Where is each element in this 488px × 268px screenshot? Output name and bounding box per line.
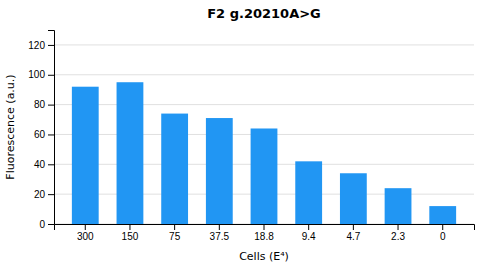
tick: 40 <box>34 159 54 170</box>
tick-label: 150 <box>122 231 139 242</box>
tick: 60 <box>34 129 54 140</box>
tick: 2.3 <box>391 224 405 242</box>
y-axis-title: Fluorescence (a.u.) <box>4 74 17 179</box>
tick-mark <box>129 224 130 230</box>
tick-mark <box>48 105 54 106</box>
bar <box>385 188 412 224</box>
tick-mark <box>398 224 399 230</box>
tick-mark <box>264 224 265 230</box>
tick: 120 <box>28 40 54 51</box>
x-axis-title: Cells (E⁴) <box>239 250 289 263</box>
chart-container: 300 150 75 37.5 18.8 9.4 4.7 2.3 0 0 20 40 60 80 100 12… <box>0 0 488 268</box>
bar <box>251 128 278 224</box>
y-axis: 0 20 40 60 80 100 120 <box>28 31 54 230</box>
tick: 9.4 <box>302 224 316 242</box>
bar <box>161 114 188 224</box>
tick-mark <box>48 75 54 76</box>
bar <box>429 206 456 224</box>
grid-line <box>54 44 474 45</box>
tick-label: 75 <box>169 231 181 242</box>
tick-label: 120 <box>28 40 45 51</box>
plot-area <box>72 82 456 224</box>
tick-label: 2.3 <box>391 231 405 242</box>
bar <box>206 118 233 224</box>
tick-label: 9.4 <box>302 231 316 242</box>
tick-mark <box>48 224 54 225</box>
tick: 20 <box>34 189 54 200</box>
x-axis: 300 150 75 37.5 18.8 9.4 4.7 2.3 0 <box>55 224 475 242</box>
tick-mark <box>219 224 220 230</box>
axis-line <box>55 225 475 231</box>
bar <box>340 173 367 224</box>
bar <box>117 82 144 224</box>
tick-mark <box>174 224 175 230</box>
tick-mark <box>48 194 54 195</box>
tick-label: 0 <box>39 219 45 230</box>
tick: 150 <box>122 224 139 242</box>
tick: 100 <box>28 69 54 80</box>
grid <box>54 45 474 224</box>
title: F2 g.20210A>G <box>207 6 321 21</box>
grid-line <box>54 74 474 75</box>
tick-label: 40 <box>34 159 46 170</box>
tick-mark <box>48 164 54 165</box>
tick: 75 <box>169 224 181 242</box>
tick-mark <box>85 224 86 230</box>
tick: 18.8 <box>254 224 274 242</box>
tick-mark <box>308 224 309 230</box>
tick-label: 100 <box>28 69 45 80</box>
tick-mark <box>353 224 354 230</box>
tick: 37.5 <box>210 224 230 242</box>
tick: 80 <box>34 99 54 110</box>
tick: 4.7 <box>346 224 360 242</box>
tick: 0 <box>39 219 54 230</box>
tick-label: 80 <box>34 99 46 110</box>
tick: 300 <box>77 224 94 242</box>
tick-mark <box>48 45 54 46</box>
bar <box>295 161 322 224</box>
tick: 0 <box>440 224 446 242</box>
tick-mark <box>442 224 443 230</box>
tick-label: 300 <box>77 231 94 242</box>
tick-label: 18.8 <box>254 231 274 242</box>
chart: 300 150 75 37.5 18.8 9.4 4.7 2.3 0 0 20 40 60 80 100 12… <box>0 0 488 268</box>
tick-label: 20 <box>34 189 46 200</box>
tick-mark <box>48 134 54 135</box>
bar <box>72 87 99 224</box>
axis-line <box>48 31 55 225</box>
tick-label: 60 <box>34 129 46 140</box>
tick-label: 0 <box>440 231 446 242</box>
tick-label: 37.5 <box>210 231 230 242</box>
tick-label: 4.7 <box>346 231 360 242</box>
